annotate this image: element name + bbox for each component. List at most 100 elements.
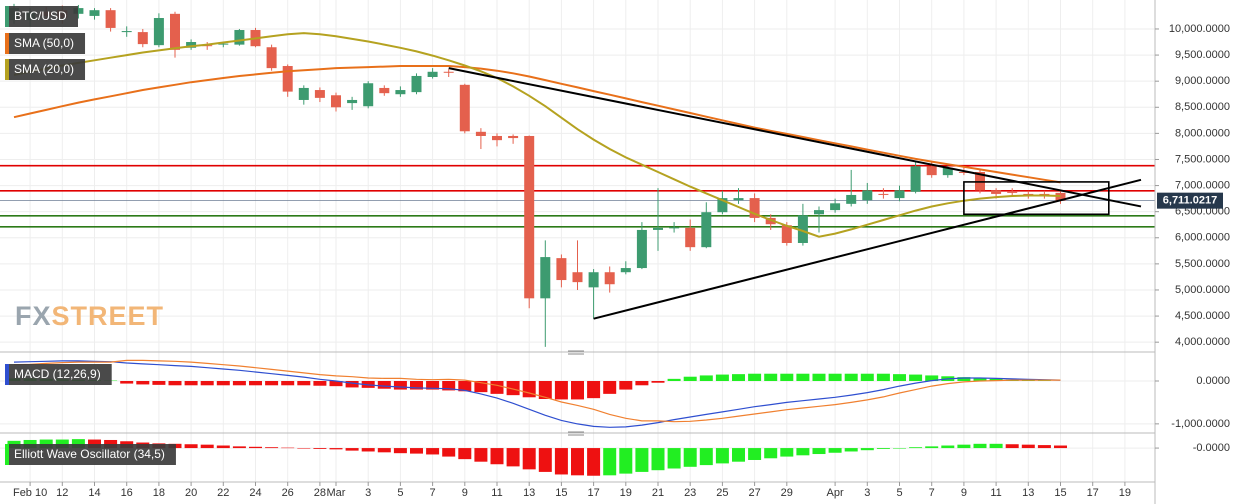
macd-histogram-bar	[844, 373, 858, 381]
macd-histogram-bar	[490, 381, 504, 394]
x-tick-label: 12	[56, 487, 68, 499]
macd-histogram-bar	[571, 381, 584, 400]
macd-histogram-bar	[587, 381, 601, 399]
x-tick-label: 23	[684, 487, 696, 499]
ewo-bar	[184, 444, 198, 449]
macd-histogram-bar	[732, 374, 745, 381]
x-tick-label: 15	[555, 487, 567, 499]
ewo-bar	[635, 448, 649, 472]
candle-body	[894, 190, 905, 199]
y-tick-label: 9,000.0000	[1175, 75, 1230, 87]
ewo-bar	[458, 448, 472, 460]
ewo-bar	[377, 448, 391, 453]
macd-histogram-bar	[860, 373, 874, 381]
y-tick-label: 5,500.0000	[1175, 258, 1230, 270]
ewo-bar	[490, 448, 504, 465]
ewo-bar	[474, 448, 488, 462]
trend-line	[448, 67, 1142, 208]
ewo-bar	[973, 443, 987, 449]
y-tick-label: 6,000.0000	[1175, 232, 1230, 244]
candle-body	[1007, 191, 1018, 193]
ewo-bar	[232, 446, 246, 449]
ewo-bar	[619, 448, 633, 474]
macd-histogram-bar	[925, 375, 939, 381]
candle-body	[492, 135, 502, 141]
ewo-bar	[393, 448, 407, 454]
candle-body	[717, 198, 728, 213]
y-tick-label: 0.0000	[1196, 375, 1230, 387]
x-tick-label: Mar	[327, 487, 346, 499]
candle-body	[475, 131, 486, 136]
y-tick-label: 4,000.0000	[1175, 336, 1230, 348]
resize-handle[interactable]	[568, 350, 584, 355]
x-tick-label: 13	[523, 487, 535, 499]
candle-body	[733, 198, 744, 201]
macd-histogram-bar	[796, 373, 810, 381]
ewo-bar	[88, 439, 101, 449]
legend-swatch	[5, 59, 9, 80]
macd-histogram-bar	[232, 381, 246, 386]
candle-body	[331, 95, 341, 108]
x-tick-label: 17	[587, 487, 599, 499]
candle-body	[218, 43, 229, 45]
ewo-bar	[651, 448, 665, 471]
legend-item: MACD (12,26,9)	[5, 364, 112, 385]
y-tick-label: 5,000.0000	[1175, 284, 1230, 296]
last-price-box	[1157, 192, 1223, 209]
macd-histogram-bar	[184, 381, 198, 386]
ewo-bar	[667, 448, 681, 469]
candle-body	[121, 31, 132, 33]
watermark-street: STREET	[52, 301, 165, 331]
ewo-bar	[265, 447, 279, 449]
ewo-bar	[249, 446, 262, 449]
ewo-bar	[313, 448, 327, 449]
candle-body	[298, 87, 309, 100]
ewo-bar	[748, 448, 762, 460]
macd-histogram-bar	[989, 378, 1003, 381]
legend-label: MACD (12,26,9)	[14, 367, 101, 381]
x-tick-label: 28	[314, 487, 326, 499]
legend-label: Elliott Wave Oscillator (34,5)	[14, 447, 165, 461]
ewo-bar	[200, 444, 214, 449]
macd-histogram-bar	[619, 381, 633, 390]
candle-body	[685, 227, 696, 248]
macd-histogram-bar	[538, 381, 552, 399]
candle-body	[282, 66, 293, 92]
candle-body	[1023, 193, 1034, 195]
macd-histogram-bar	[876, 373, 890, 381]
candle-body	[443, 71, 454, 73]
x-tick-label: 26	[282, 487, 294, 499]
macd-histogram-bar	[603, 381, 617, 394]
macd-histogram-bar	[957, 377, 971, 381]
ewo-bar	[361, 448, 375, 452]
ewo-bar	[522, 448, 536, 470]
legend-item: Elliott Wave Oscillator (34,5)	[5, 444, 176, 465]
resize-handle[interactable]	[568, 431, 584, 436]
range-box	[963, 181, 1110, 216]
macd-histogram-bar	[329, 381, 343, 387]
macd-histogram-bar	[410, 381, 423, 390]
candle-body	[459, 84, 470, 132]
candle-body	[379, 87, 390, 94]
ewo-bar	[1021, 444, 1035, 449]
candle-body	[73, 8, 84, 14]
candle-body	[781, 225, 792, 243]
x-tick-label: 9	[961, 487, 967, 499]
x-tick-label: 3	[864, 487, 870, 499]
macd-histogram-bar	[973, 378, 987, 381]
macd-histogram-bar	[393, 381, 407, 390]
legend-item: SMA (50,0)	[5, 33, 86, 54]
x-tick-label: 7	[929, 487, 935, 499]
macd-histogram-bar	[426, 381, 440, 390]
x-tick-label: 5	[896, 487, 902, 499]
x-tick-label: 24	[249, 487, 261, 499]
ewo-bar	[329, 448, 343, 450]
macd-histogram-bar	[667, 378, 681, 381]
ewo-bar	[281, 447, 295, 449]
x-tick-label: 20	[185, 487, 197, 499]
macd-histogram-bar	[764, 373, 778, 381]
ewo-bar	[1037, 445, 1051, 449]
macd-histogram-bar	[651, 381, 665, 383]
x-tick-label: 25	[716, 487, 728, 499]
